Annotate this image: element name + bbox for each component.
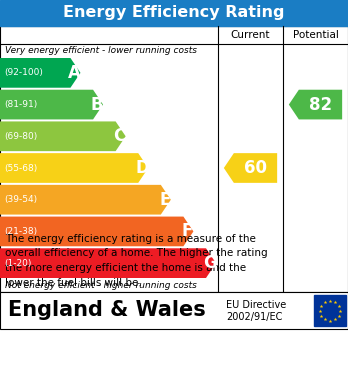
Text: E: E <box>159 191 171 209</box>
Text: (81-91): (81-91) <box>4 100 37 109</box>
Text: England & Wales: England & Wales <box>8 301 206 321</box>
Text: overall efficiency of a home. The higher the rating: overall efficiency of a home. The higher… <box>5 249 268 258</box>
Text: (92-100): (92-100) <box>4 68 43 77</box>
Text: (1-20): (1-20) <box>4 258 31 268</box>
Polygon shape <box>289 90 342 119</box>
Text: B: B <box>91 95 103 113</box>
Text: F: F <box>182 222 193 240</box>
Bar <box>0 26 348 292</box>
Text: 2002/91/EC: 2002/91/EC <box>226 312 282 322</box>
Text: Potential: Potential <box>293 30 339 40</box>
Text: lower the fuel bills will be.: lower the fuel bills will be. <box>5 278 142 287</box>
Text: (69-80): (69-80) <box>4 132 37 141</box>
Polygon shape <box>0 217 193 246</box>
Text: 82: 82 <box>309 95 332 113</box>
Bar <box>0 292 348 329</box>
Text: G: G <box>203 254 217 272</box>
Polygon shape <box>0 153 148 183</box>
Text: Current: Current <box>231 30 270 40</box>
Text: A: A <box>68 64 81 82</box>
Text: (39-54): (39-54) <box>4 195 37 204</box>
Text: C: C <box>113 127 126 145</box>
Text: (55-68): (55-68) <box>4 163 37 172</box>
Text: the more energy efficient the home is and the: the more energy efficient the home is an… <box>5 263 246 273</box>
Text: D: D <box>135 159 149 177</box>
Text: Very energy efficient - lower running costs: Very energy efficient - lower running co… <box>5 46 197 55</box>
Bar <box>314 295 346 326</box>
Text: Energy Efficiency Rating: Energy Efficiency Rating <box>63 5 285 20</box>
Bar <box>0 0 348 26</box>
Polygon shape <box>0 122 126 151</box>
Polygon shape <box>0 185 171 215</box>
Polygon shape <box>0 248 216 278</box>
Text: (21-38): (21-38) <box>4 227 37 236</box>
Text: EU Directive: EU Directive <box>226 300 286 310</box>
Polygon shape <box>0 58 80 88</box>
Polygon shape <box>224 153 277 183</box>
Text: 60: 60 <box>244 159 267 177</box>
Text: Not energy efficient - higher running costs: Not energy efficient - higher running co… <box>5 281 197 290</box>
Polygon shape <box>0 90 103 119</box>
Text: The energy efficiency rating is a measure of the: The energy efficiency rating is a measur… <box>5 234 256 244</box>
